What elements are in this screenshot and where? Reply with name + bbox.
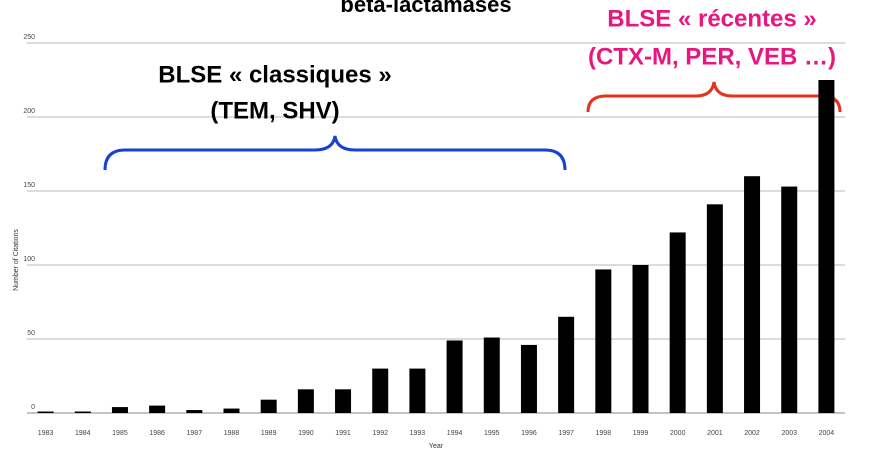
bar xyxy=(781,186,798,413)
bar xyxy=(74,411,91,413)
x-axis-label: Year xyxy=(429,443,444,450)
x-tick-label: 1989 xyxy=(261,430,277,437)
x-tick-label: 1985 xyxy=(112,430,128,437)
x-tick-label: 2000 xyxy=(670,430,686,437)
bar xyxy=(186,410,203,413)
x-tick-label: 1998 xyxy=(596,430,612,437)
bar xyxy=(297,389,314,413)
x-tick-label: 1991 xyxy=(335,430,351,437)
bar xyxy=(111,407,128,413)
x-tick-label: 1990 xyxy=(298,430,314,437)
x-tick-label: 1995 xyxy=(484,430,500,437)
bar xyxy=(37,411,54,413)
bar xyxy=(669,232,686,413)
bar xyxy=(558,316,575,413)
x-tick-label: 1983 xyxy=(38,430,54,437)
bar xyxy=(818,80,835,413)
y-axis-label: Number of Citations xyxy=(13,229,20,291)
annotation: BLSE « classiques » xyxy=(158,61,391,88)
y-tick-label: 200 xyxy=(23,108,35,115)
y-tick-label: 250 xyxy=(23,34,35,41)
bar xyxy=(446,340,463,413)
x-tick-label: 1999 xyxy=(633,430,649,437)
x-tick-label: 1987 xyxy=(187,430,203,437)
bar xyxy=(335,389,352,413)
x-tick-label: 2004 xyxy=(819,430,835,437)
chart-title: bêta-lactamases xyxy=(340,0,511,17)
bar xyxy=(706,204,723,413)
y-tick-label: 150 xyxy=(23,182,35,189)
x-tick-label: 2002 xyxy=(744,430,760,437)
x-tick-label: 2001 xyxy=(707,430,723,437)
x-tick-label: 1996 xyxy=(521,430,537,437)
y-tick-label: 100 xyxy=(23,256,35,263)
bar xyxy=(595,269,612,413)
bar xyxy=(409,368,426,413)
bar xyxy=(260,399,277,413)
brace-recentes xyxy=(586,81,842,113)
x-tick-label: 1993 xyxy=(410,430,426,437)
bar xyxy=(149,405,166,413)
x-tick-label: 2003 xyxy=(781,430,797,437)
bar xyxy=(223,408,240,413)
annotation: (CTX-M, PER, VEB …) xyxy=(588,43,836,70)
y-tick-label: 50 xyxy=(27,330,35,337)
x-tick-label: 1994 xyxy=(447,430,463,437)
x-tick-label: 1997 xyxy=(558,430,574,437)
x-tick-label: 1986 xyxy=(149,430,165,437)
bar xyxy=(632,265,649,413)
bar xyxy=(744,176,761,413)
x-tick-label: 1988 xyxy=(224,430,240,437)
annotation: BLSE « récentes » xyxy=(607,5,816,32)
y-tick-label: 0 xyxy=(31,404,35,411)
bar xyxy=(483,337,500,413)
bar xyxy=(372,368,389,413)
brace-classiques xyxy=(103,135,567,171)
x-tick-label: 1992 xyxy=(372,430,388,437)
x-tick-label: 1984 xyxy=(75,430,91,437)
annotation: (TEM, SHV) xyxy=(210,97,339,124)
bar xyxy=(520,344,537,413)
